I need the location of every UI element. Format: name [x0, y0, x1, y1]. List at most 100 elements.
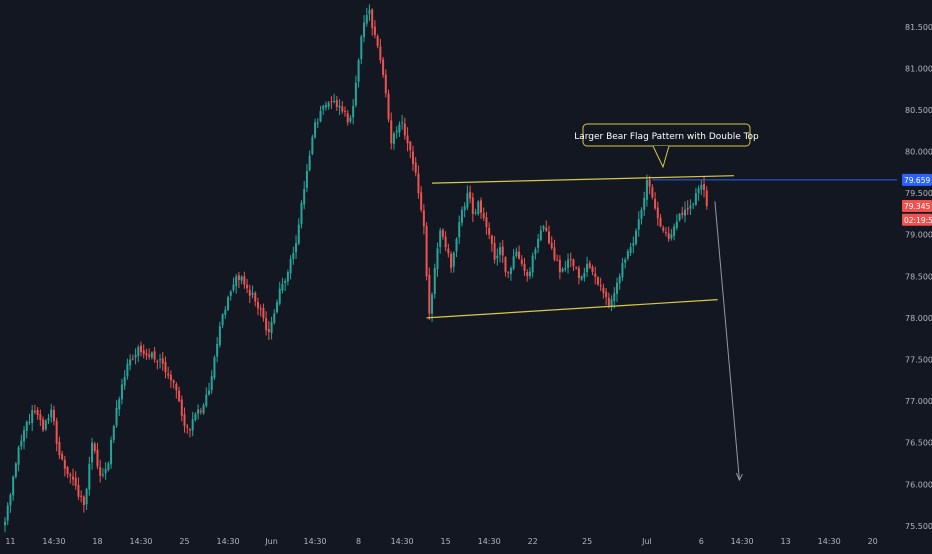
time-tick-label: 11: [5, 537, 15, 546]
candle: [74, 471, 77, 490]
candle: [493, 236, 496, 264]
candle: [246, 279, 249, 294]
candle: [520, 255, 523, 267]
time-tick-label: Jun: [264, 537, 278, 546]
candle-body: [199, 410, 202, 412]
candle-body: [526, 271, 529, 277]
time-tick-label: 13: [781, 537, 791, 546]
time-axis[interactable]: 11 14:30 18 14:30 25 14:30 Jun 14:30 8 14:30 15 14:…: [5, 537, 877, 546]
candle: [240, 275, 243, 285]
price-tick-label: 81.000: [905, 64, 932, 73]
candle: [705, 186, 708, 210]
candle-body: [354, 82, 357, 106]
candle: [218, 321, 221, 348]
candle: [466, 185, 469, 211]
candle: [382, 56, 385, 78]
candle-body: [17, 447, 20, 465]
candle: [80, 490, 83, 503]
candle-body: [664, 231, 667, 233]
trendline[interactable]: [432, 175, 734, 184]
candle-body: [175, 384, 178, 391]
candle-body: [613, 292, 616, 301]
candle-body: [406, 135, 409, 144]
candle-body: [363, 22, 366, 37]
candle-body: [583, 272, 586, 278]
candle-body: [77, 484, 80, 497]
candle-body: [107, 463, 110, 471]
candle: [583, 267, 586, 282]
candle-body: [88, 463, 91, 490]
candle-body: [645, 179, 648, 200]
candle: [460, 206, 463, 227]
candle: [107, 461, 110, 472]
candle-body: [273, 313, 276, 323]
candle-body: [360, 36, 363, 60]
candle: [300, 200, 303, 229]
candle: [123, 370, 126, 390]
candle: [224, 305, 227, 319]
candle-body: [305, 171, 308, 188]
candle-body: [643, 198, 646, 210]
candle-body: [161, 358, 164, 364]
candle-body: [607, 297, 610, 306]
candle: [88, 456, 91, 496]
candle-body: [4, 521, 6, 526]
candle-body: [567, 259, 570, 268]
candle-body: [550, 242, 553, 248]
candle-body: [259, 308, 262, 310]
candle-body: [178, 390, 181, 402]
candle: [618, 273, 621, 290]
candle: [539, 225, 542, 242]
candle: [469, 185, 472, 204]
trendline[interactable]: [426, 299, 718, 319]
price-axis[interactable]: 81.500 81.000 80.500 80.000 79.500 79.000 78.5…: [905, 23, 932, 531]
candle-body: [118, 399, 121, 410]
candle: [137, 344, 140, 362]
candle: [324, 101, 327, 111]
candle-body: [295, 243, 298, 253]
candle-body: [80, 495, 83, 497]
candle-body: [251, 292, 254, 295]
candle: [624, 257, 627, 269]
candle: [25, 420, 28, 439]
candle: [66, 465, 69, 479]
candle: [390, 112, 393, 150]
candle: [447, 243, 450, 258]
price-tick-label: 79.500: [905, 189, 932, 198]
candle-body: [96, 449, 99, 467]
candle-body: [229, 291, 232, 296]
candle-body: [365, 15, 368, 24]
candle-body: [629, 247, 632, 253]
candle: [120, 378, 123, 405]
candle-body: [120, 384, 123, 400]
candle-body: [186, 426, 189, 428]
candle-body: [395, 130, 398, 133]
candle-body: [324, 105, 327, 108]
candle: [651, 184, 654, 200]
candle: [431, 292, 434, 322]
candle: [153, 346, 156, 363]
annotation-callout-tail: [652, 145, 670, 169]
candle-body: [101, 474, 104, 476]
candle-body: [376, 36, 379, 46]
candle: [656, 201, 659, 226]
candle: [441, 228, 444, 240]
candle: [512, 248, 515, 271]
candle: [126, 358, 129, 380]
candle: [550, 236, 553, 251]
candle-body: [575, 267, 578, 269]
candle-body: [243, 276, 246, 285]
candle: [436, 242, 439, 277]
price-label: 79.345: [902, 200, 932, 213]
candle-body: [237, 275, 240, 281]
candle-body: [553, 247, 556, 260]
candle: [621, 257, 624, 281]
candle: [346, 109, 349, 126]
annotation-layer[interactable]: Larger Bear Flag Pattern with Double Top: [574, 123, 759, 169]
projection-arrow[interactable]: [714, 201, 740, 481]
candle: [670, 229, 673, 241]
candle-body: [346, 113, 349, 123]
candle-body: [409, 141, 412, 151]
